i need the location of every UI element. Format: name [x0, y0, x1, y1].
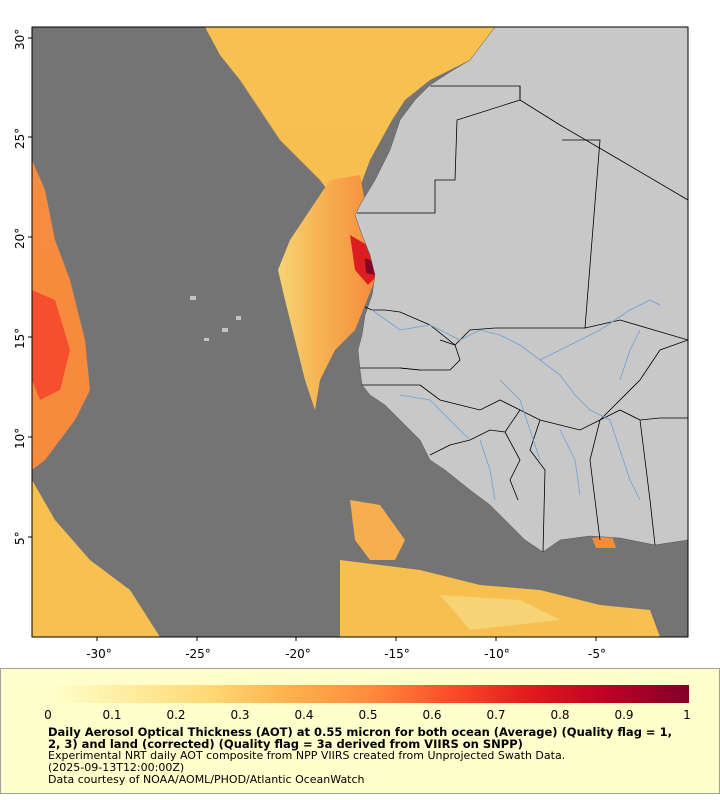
- colorbar-label-0.6: 0.6: [422, 708, 441, 722]
- colorbar-label-1: 1: [683, 708, 691, 722]
- lat-label-5: 5°: [13, 531, 27, 545]
- colorbar-label-0.5: 0.5: [358, 708, 377, 722]
- lat-label-10: 10°: [13, 428, 27, 449]
- map-frame: [31, 26, 689, 638]
- map-area[interactable]: 30° 25° 20° 15° 10° 5° -30° -25° -20° -1…: [0, 0, 720, 665]
- aot-overlay: [32, 27, 660, 637]
- lat-label-25: 25°: [13, 128, 27, 149]
- legend-caption: Daily Aerosol Optical Thickness (AOT) at…: [48, 726, 688, 786]
- colorbar: [48, 685, 689, 703]
- lon-axis: [96, 637, 597, 641]
- lon-label-m30: -30°: [86, 647, 112, 661]
- lat-label-20: 20°: [13, 228, 27, 249]
- colorbar-label-0.2: 0.2: [166, 708, 185, 722]
- rivers: [371, 299, 661, 501]
- legend-panel: 0 0.1 0.2 0.3 0.4 0.5 0.6 0.7 0.8 0.9 1 …: [0, 668, 720, 794]
- colorbar-label-0.1: 0.1: [102, 708, 121, 722]
- colorbar-label-0.8: 0.8: [550, 708, 569, 722]
- legend-title: Daily Aerosol Optical Thickness (AOT) at…: [48, 725, 672, 751]
- lon-label-m10: -10°: [484, 647, 510, 661]
- colorbar-label-0.9: 0.9: [614, 708, 633, 722]
- colorbar-label-0.3: 0.3: [230, 708, 249, 722]
- legend-line-2: (2025-09-13T12:00:00Z): [48, 761, 185, 774]
- legend-line-3: Data courtesy of NOAA/AOML/PHOD/Atlantic…: [48, 773, 365, 786]
- lat-label-15: 15°: [13, 328, 27, 349]
- lon-label-m5: -5°: [588, 647, 606, 661]
- map-svg[interactable]: 30° 25° 20° 15° 10° 5° -30° -25° -20° -1…: [0, 0, 720, 665]
- colorbar-label-0.4: 0.4: [294, 708, 313, 722]
- colorbar-label-0.7: 0.7: [486, 708, 505, 722]
- colorbar-label-0: 0: [44, 708, 52, 722]
- lon-label-m15: -15°: [384, 647, 410, 661]
- legend-line-1: Experimental NRT daily AOT composite fro…: [48, 749, 566, 762]
- lon-label-m25: -25°: [185, 647, 211, 661]
- lat-label-30: 30°: [13, 29, 27, 50]
- lat-axis: [28, 37, 32, 538]
- colorbar-svg: 0 0.1 0.2 0.3 0.4 0.5 0.6 0.7 0.8 0.9 1: [44, 685, 691, 722]
- lon-label-m20: -20°: [285, 647, 311, 661]
